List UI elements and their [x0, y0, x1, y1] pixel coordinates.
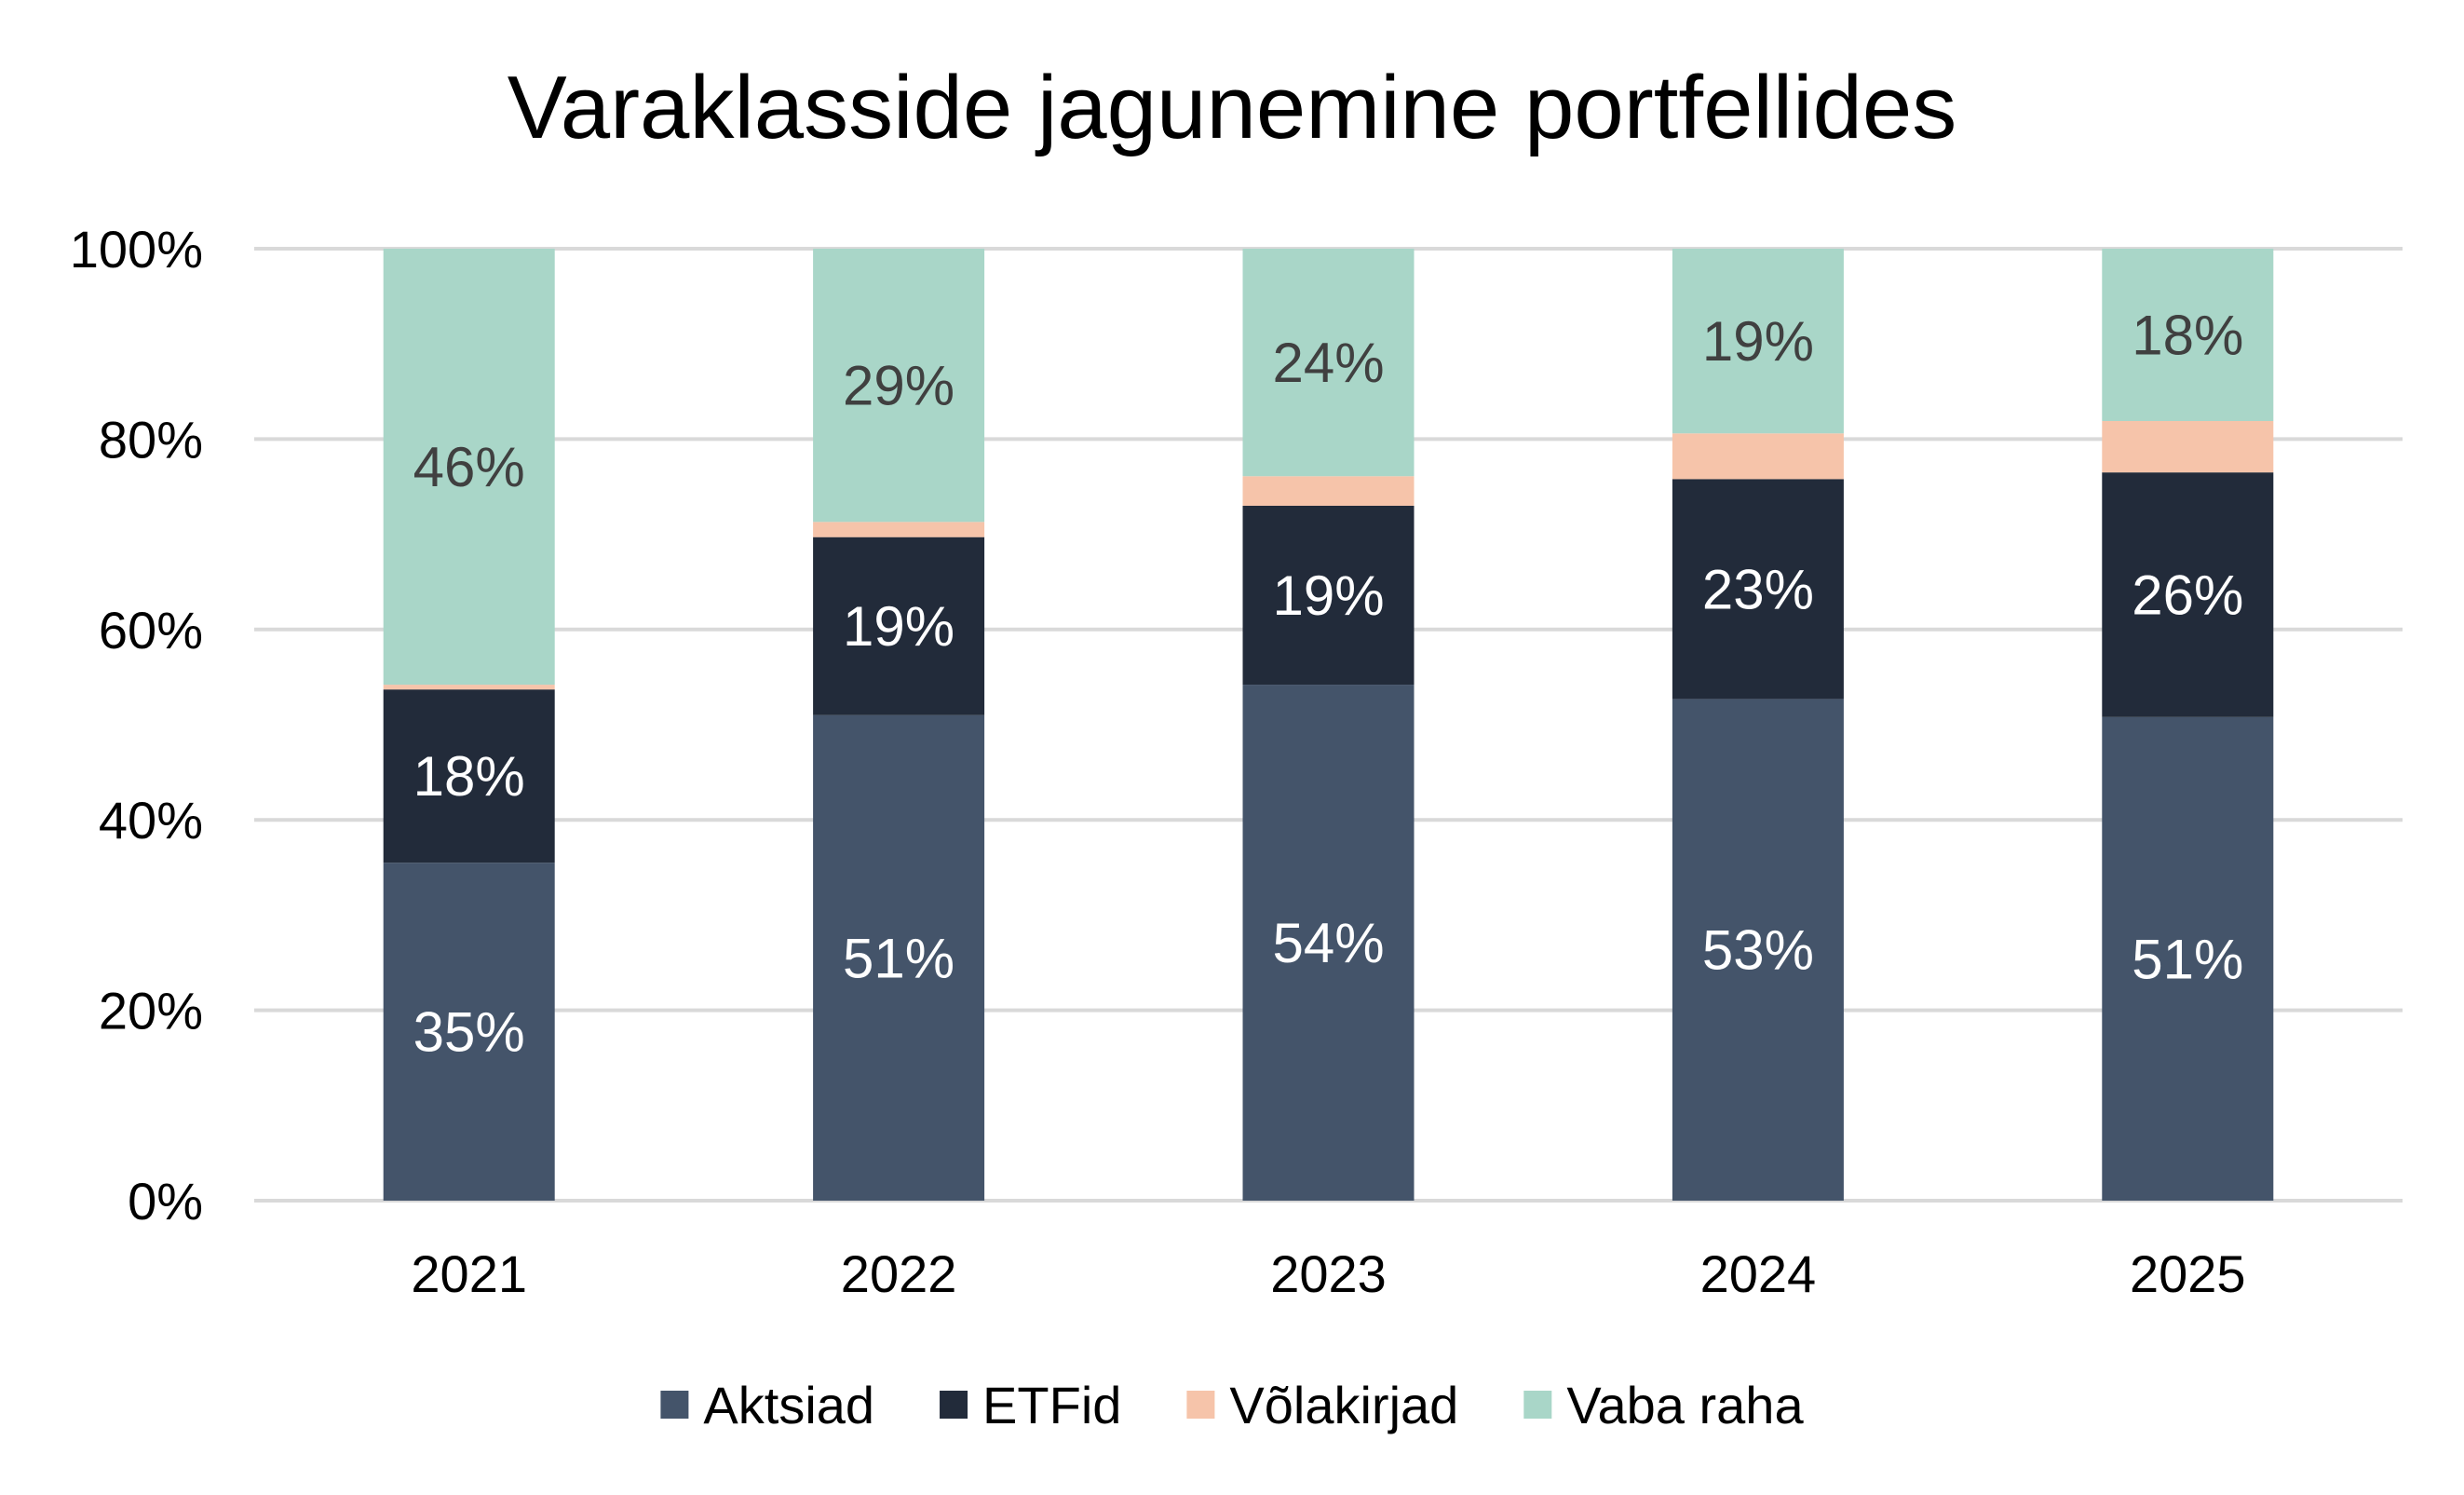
data-label: 18%: [413, 745, 525, 808]
data-label: 19%: [1702, 310, 1814, 373]
legend-label: ETFid: [982, 1376, 1121, 1434]
bar-segment: [383, 863, 555, 1201]
y-tick-label: 80%: [99, 410, 203, 469]
bar-segment: [1242, 685, 1415, 1201]
legend-label: Aktsiad: [703, 1376, 874, 1434]
x-tick-label: 2022: [841, 1244, 957, 1303]
bar-segment: [1242, 249, 1415, 477]
x-tick-label: 2021: [411, 1244, 527, 1303]
bar-segment: [813, 537, 985, 715]
bar-segment: [2102, 472, 2274, 717]
legend: Aktsiad ETFid Võlakirjad Vaba raha: [660, 1376, 1804, 1434]
legend-swatch: [940, 1391, 968, 1419]
data-label: 19%: [843, 595, 954, 658]
data-label: 24%: [1272, 332, 1384, 394]
y-tick-label: 20%: [99, 982, 203, 1040]
data-label: 54%: [1272, 912, 1384, 974]
bar-segment: [2102, 716, 2274, 1201]
data-label: 19%: [1272, 564, 1384, 627]
bar-segment: [1242, 476, 1415, 506]
data-label: 26%: [2132, 564, 2243, 626]
y-tick-label: 40%: [99, 791, 203, 849]
y-axis: 0% 20% 40% 60% 80% 100%: [70, 220, 203, 1230]
data-label: 23%: [1702, 558, 1814, 620]
bar-segment: [1672, 479, 1844, 700]
bar-segment: [383, 685, 555, 690]
x-tick-label: 2023: [1270, 1244, 1387, 1303]
data-label: 35%: [413, 1001, 525, 1064]
data-label: 18%: [2132, 304, 2243, 366]
bar-segment: [813, 522, 985, 537]
y-tick-label: 60%: [99, 601, 203, 659]
data-label: 51%: [843, 927, 954, 989]
legend-swatch: [660, 1391, 689, 1419]
chart-title: Varaklasside jagunemine portfellides: [508, 58, 1956, 157]
bar-segment: [2102, 420, 2274, 473]
bar-segment: [1242, 505, 1415, 686]
data-label: 53%: [1702, 919, 1814, 982]
bar-segment: [2102, 249, 2274, 421]
bar-segment: [1672, 699, 1844, 1201]
bar-segment: [383, 249, 555, 686]
legend-swatch: [1523, 1391, 1552, 1419]
x-axis: 2021 2022 2023 2024 2025: [411, 1244, 2245, 1303]
bar-segment: [1672, 249, 1844, 434]
data-label: 29%: [843, 355, 954, 417]
x-tick-label: 2024: [1700, 1244, 1817, 1303]
legend-label: Vaba raha: [1566, 1376, 1804, 1434]
bar-segment: [813, 249, 985, 523]
y-tick-label: 0%: [128, 1172, 203, 1230]
bar-segment: [383, 689, 555, 863]
data-labels: 35% 18% 46% 51% 19% 29% 54% 19% 24% 53% 23% 19% 51% 2…: [413, 304, 2244, 1063]
bar-segment: [1672, 433, 1844, 480]
data-label: 46%: [413, 436, 525, 498]
bars: [383, 249, 2274, 1201]
y-tick-label: 100%: [70, 220, 203, 279]
legend-label: Võlakirjad: [1229, 1376, 1458, 1434]
legend-swatch: [1186, 1391, 1215, 1419]
data-label: 51%: [2132, 928, 2243, 990]
bar-segment: [813, 714, 985, 1201]
x-tick-label: 2025: [2130, 1244, 2246, 1303]
